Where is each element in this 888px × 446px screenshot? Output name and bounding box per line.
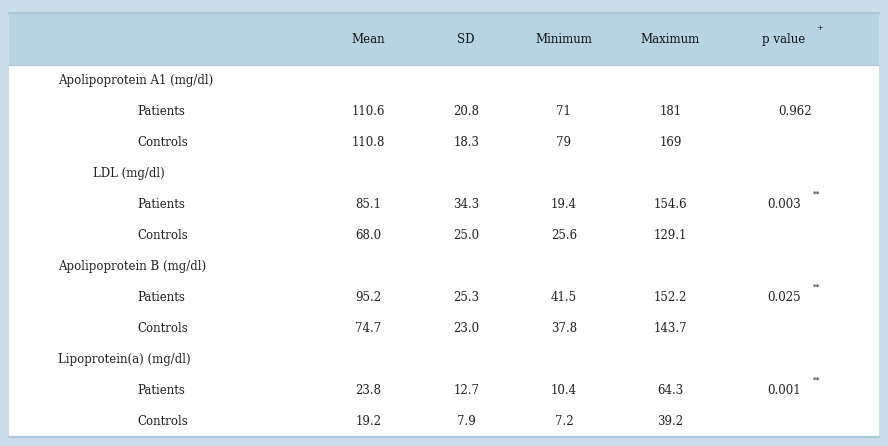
Text: LDL (mg/dl): LDL (mg/dl) [93,167,165,180]
Text: 129.1: 129.1 [654,229,687,242]
Text: 41.5: 41.5 [551,291,577,304]
Text: Controls: Controls [138,229,188,242]
Text: **: ** [813,284,821,292]
Text: 0.025: 0.025 [767,291,801,304]
Text: 39.2: 39.2 [657,415,684,428]
Text: Minimum: Minimum [535,33,592,45]
Text: p value: p value [763,33,805,45]
Text: 10.4: 10.4 [551,384,577,397]
Text: 7.9: 7.9 [456,415,476,428]
Text: 110.8: 110.8 [352,136,385,149]
Text: 68.0: 68.0 [355,229,382,242]
Text: 169: 169 [659,136,682,149]
Text: Apolipoprotein A1 (mg/dl): Apolipoprotein A1 (mg/dl) [58,74,213,87]
Text: 12.7: 12.7 [453,384,480,397]
Text: 7.2: 7.2 [555,415,573,428]
Bar [9,13,879,65]
Text: +: + [816,24,823,32]
Text: 18.3: 18.3 [453,136,480,149]
Text: Patients: Patients [138,198,186,211]
Text: 25.6: 25.6 [551,229,577,242]
Text: Maximum: Maximum [641,33,700,45]
Text: Controls: Controls [138,136,188,149]
Text: 23.8: 23.8 [355,384,382,397]
Text: 0.003: 0.003 [767,198,801,211]
Text: 85.1: 85.1 [355,198,382,211]
Text: 64.3: 64.3 [657,384,684,397]
Text: 37.8: 37.8 [551,322,577,335]
Text: 0.001: 0.001 [767,384,801,397]
Text: 143.7: 143.7 [654,322,687,335]
Text: 23.0: 23.0 [453,322,480,335]
Text: Patients: Patients [138,291,186,304]
Text: 19.4: 19.4 [551,198,577,211]
Text: Mean: Mean [352,33,385,45]
Text: **: ** [813,190,821,198]
Text: Patients: Patients [138,384,186,397]
Text: Lipoprotein(a) (mg/dl): Lipoprotein(a) (mg/dl) [58,353,190,366]
Text: Controls: Controls [138,322,188,335]
Text: Apolipoprotein B (mg/dl): Apolipoprotein B (mg/dl) [58,260,206,273]
Text: 19.2: 19.2 [355,415,382,428]
Text: 74.7: 74.7 [355,322,382,335]
Text: SD: SD [457,33,475,45]
Bar [9,65,879,437]
Text: **: ** [813,377,821,385]
Text: 25.3: 25.3 [453,291,480,304]
Text: 34.3: 34.3 [453,198,480,211]
Text: 152.2: 152.2 [654,291,687,304]
Text: 110.6: 110.6 [352,105,385,118]
Text: 154.6: 154.6 [654,198,687,211]
Text: Patients: Patients [138,105,186,118]
Text: 25.0: 25.0 [453,229,480,242]
Text: Controls: Controls [138,415,188,428]
Text: 79: 79 [557,136,571,149]
Text: 95.2: 95.2 [355,291,382,304]
Text: 181: 181 [660,105,681,118]
Text: 0.962: 0.962 [778,105,812,118]
Text: 71: 71 [557,105,571,118]
Text: 20.8: 20.8 [453,105,480,118]
